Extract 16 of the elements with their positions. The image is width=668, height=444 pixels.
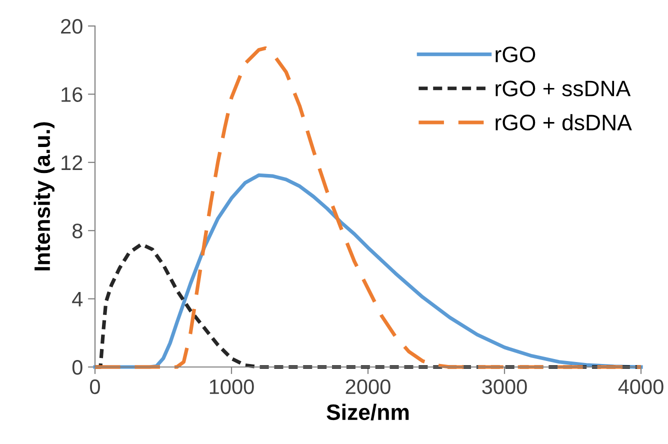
legend-label: rGO + dsDNA <box>496 114 632 130</box>
x-tick-label: 0 <box>90 379 100 394</box>
y-axis-title: Intensity (a.u.) <box>34 122 54 270</box>
x-tick-label: 2000 <box>346 379 390 394</box>
y-tick-label: 12 <box>62 155 82 170</box>
x-axis-title: Size/nm <box>326 404 409 420</box>
x-tick-label: 1000 <box>210 379 254 394</box>
y-tick-label: 20 <box>61 19 82 34</box>
y-tick-label: 0 <box>72 360 82 375</box>
legend-label: rGO <box>496 46 536 62</box>
y-tick-label: 4 <box>72 292 83 306</box>
legend-label: rGO + ssDNA <box>496 80 631 96</box>
x-tick-label: 3000 <box>482 379 527 394</box>
x-tick-label: 4000 <box>618 379 664 394</box>
y-tick-label: 8 <box>72 224 82 238</box>
y-tick-label: 16 <box>62 87 82 102</box>
